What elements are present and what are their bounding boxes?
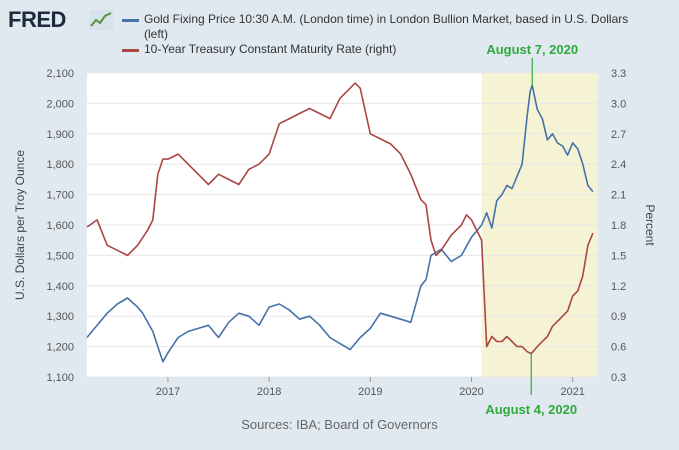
y-left-tick-label: 1,900 xyxy=(46,129,74,141)
y-left-tick-label: 1,600 xyxy=(46,220,74,232)
y-right-tick-label: 2.7 xyxy=(611,129,626,141)
y-right-tick-label: 1.8 xyxy=(611,220,626,232)
legend-swatch-gold xyxy=(122,19,139,22)
y-left-axis-label: U.S. Dollars per Troy Ounce xyxy=(13,150,27,300)
y-right-tick-label: 2.4 xyxy=(611,159,626,171)
y-left-tick-label: 1,400 xyxy=(46,281,74,293)
y-right-tick-label: 3.3 xyxy=(611,68,626,80)
x-tick-label: 2018 xyxy=(257,386,281,398)
y-right-tick-label: 0.9 xyxy=(611,311,626,323)
series-line-gold xyxy=(86,84,594,363)
source-note: Sources: IBA; Board of Governors xyxy=(241,417,438,432)
y-left-tick-label: 1,300 xyxy=(46,311,74,323)
y-left-tick-label: 1,700 xyxy=(46,190,74,202)
y-left-tick-label: 1,100 xyxy=(46,372,74,384)
fred-logo[interactable]: FRED xyxy=(8,7,66,32)
y-right-tick-label: 3.0 xyxy=(611,98,626,110)
y-left-tick-label: 1,800 xyxy=(46,159,74,171)
sparkline-icon xyxy=(89,10,113,30)
y-left-tick-label: 1,200 xyxy=(46,342,74,354)
y-right-tick-label: 1.5 xyxy=(611,250,626,262)
y-right-axis-label: Percent xyxy=(643,204,657,246)
x-tick-label: 2021 xyxy=(560,386,584,398)
annotation-top-label: August 7, 2020 xyxy=(486,42,578,57)
series-line-treasury xyxy=(86,82,594,355)
legend-label-gold: Gold Fixing Price 10:30 A.M. (London tim… xyxy=(144,12,629,41)
x-tick-label: 2017 xyxy=(156,386,180,398)
x-tick-label: 2019 xyxy=(358,386,382,398)
y-right-tick-label: 2.1 xyxy=(611,190,626,202)
annotation-bottom-label: August 4, 2020 xyxy=(485,402,577,417)
y-right-tick-label: 1.2 xyxy=(611,281,626,293)
legend-label-treasury: 10-Year Treasury Constant Maturity Rate … xyxy=(144,42,397,56)
y-right-tick-label: 0.6 xyxy=(611,342,626,354)
legend-item-treasury[interactable]: 10-Year Treasury Constant Maturity Rate … xyxy=(122,42,396,57)
legend-item-gold[interactable]: Gold Fixing Price 10:30 A.M. (London tim… xyxy=(122,12,632,42)
y-left-tick-label: 1,500 xyxy=(46,250,74,262)
y-left-tick-label: 2,000 xyxy=(46,98,74,110)
y-right-tick-label: 0.3 xyxy=(611,372,626,384)
x-tick-label: 2020 xyxy=(459,386,483,398)
legend-swatch-treasury xyxy=(122,49,139,52)
y-left-tick-label: 2,100 xyxy=(46,68,74,80)
